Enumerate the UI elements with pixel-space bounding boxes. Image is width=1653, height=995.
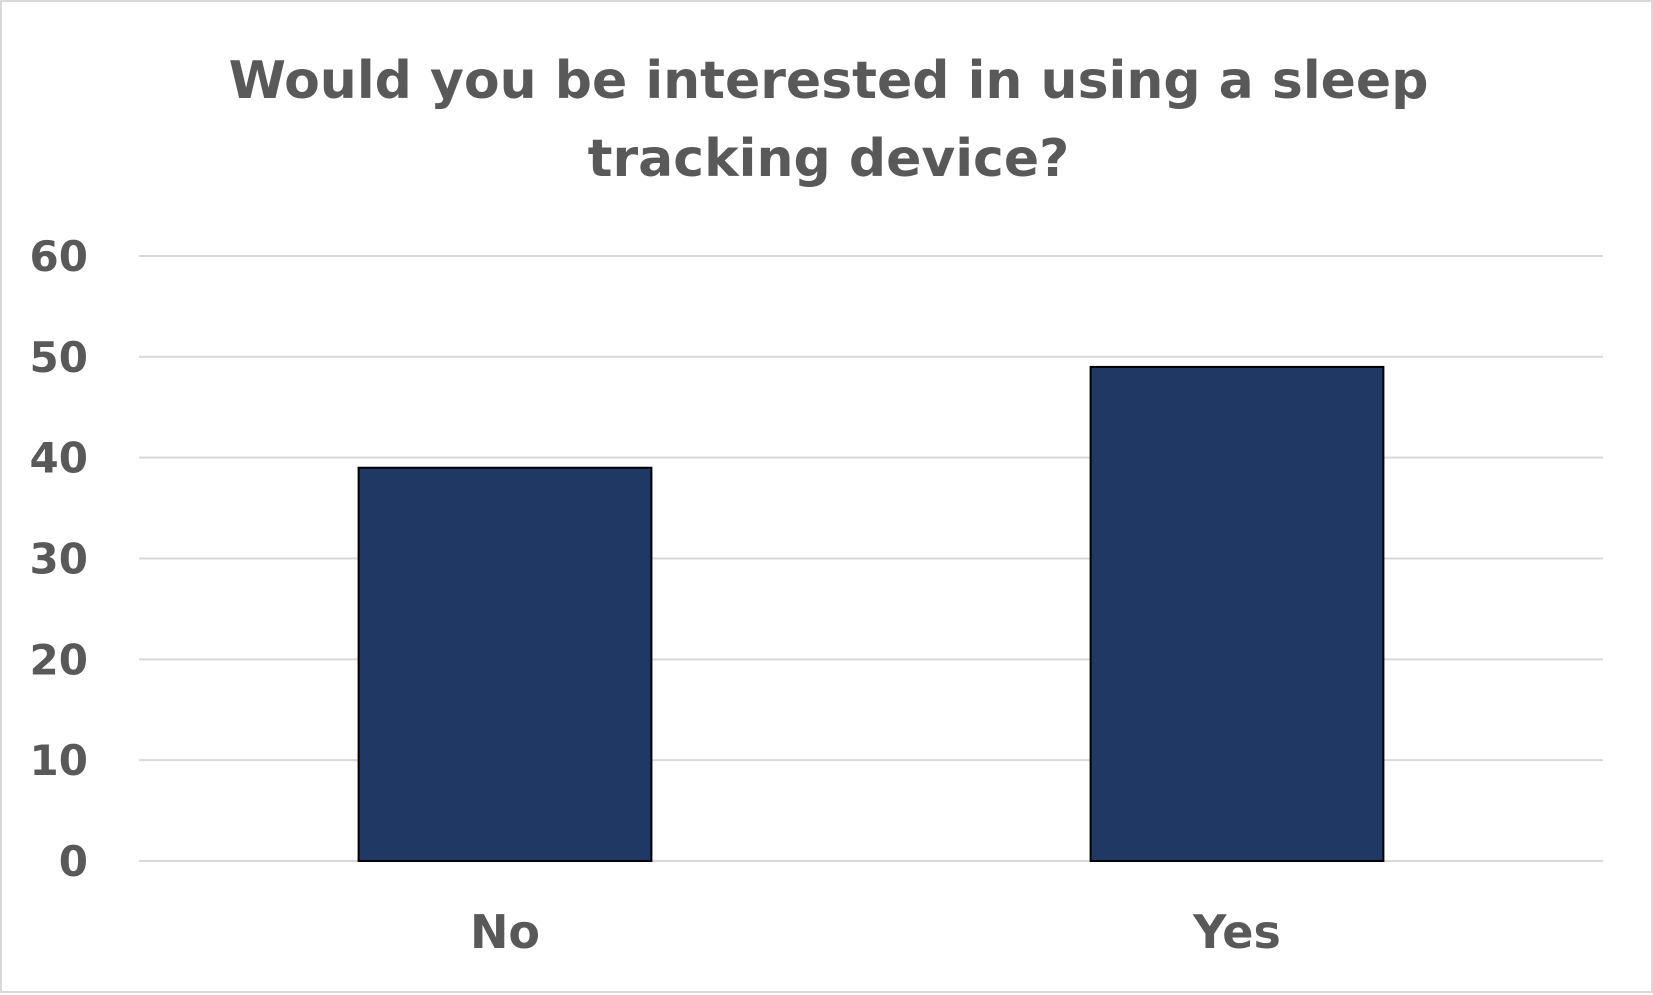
x-category-label: Yes [1192, 905, 1281, 959]
y-tick-label: 50 [30, 333, 88, 382]
y-tick-label: 30 [30, 535, 88, 584]
y-tick-label: 40 [30, 434, 88, 483]
y-tick-label: 60 [30, 232, 88, 281]
bar-yes [1089, 365, 1385, 862]
y-tick-label: 10 [30, 736, 88, 785]
y-tick-label: 0 [59, 837, 88, 886]
x-category-label: No [470, 905, 540, 959]
bar-no [357, 466, 653, 862]
y-tick-label: 20 [30, 635, 88, 684]
chart-title: Would you be interested in using a sleep… [228, 51, 1429, 189]
